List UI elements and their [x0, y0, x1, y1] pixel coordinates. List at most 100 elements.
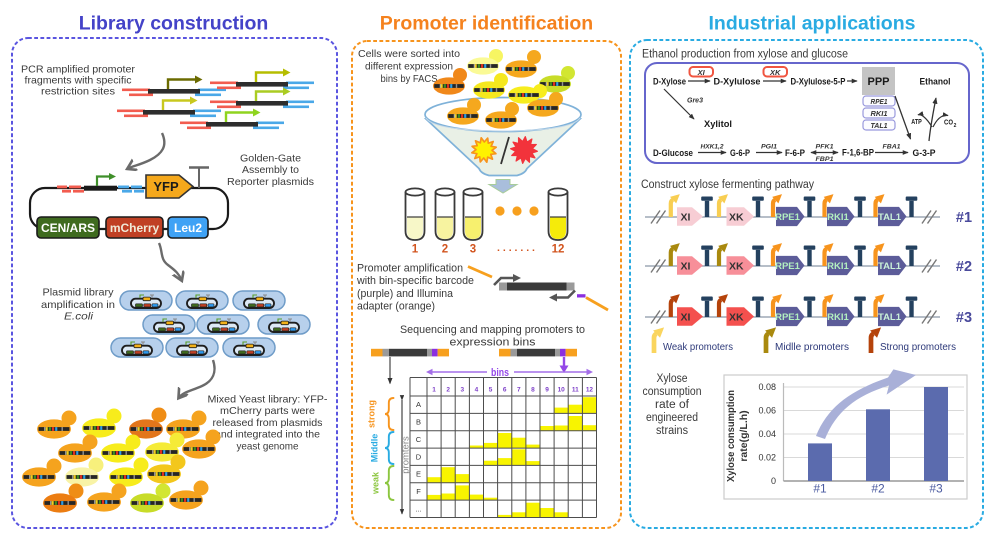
svg-text:Xylitol: Xylitol — [704, 119, 732, 130]
svg-text:G-3-P: G-3-P — [913, 148, 937, 159]
svg-text:FBA1: FBA1 — [883, 144, 901, 151]
svg-text:Library construction: Library construction — [79, 13, 269, 35]
svg-text:Plasmid library: Plasmid library — [43, 287, 115, 299]
svg-text:Gre3: Gre3 — [687, 98, 703, 105]
svg-text:A: A — [416, 400, 421, 409]
svg-text:RPE1: RPE1 — [775, 312, 801, 323]
svg-text:Strong promoters: Strong promoters — [880, 341, 956, 353]
svg-text:XK: XK — [729, 311, 744, 323]
svg-text:Industrial applications: Industrial applications — [709, 13, 916, 35]
svg-text:D: D — [416, 452, 422, 461]
svg-text:D-Glucose: D-Glucose — [653, 148, 693, 159]
svg-text:engineered: engineered — [646, 412, 698, 424]
svg-text:1: 1 — [432, 387, 436, 394]
svg-text:F-6-P: F-6-P — [785, 148, 806, 159]
svg-text:Leu2: Leu2 — [174, 221, 202, 235]
svg-text:YFP: YFP — [153, 179, 179, 194]
svg-text:7: 7 — [517, 387, 521, 394]
svg-text:XK: XK — [729, 260, 744, 272]
svg-text:2: 2 — [954, 123, 957, 129]
svg-text:#2: #2 — [871, 482, 885, 496]
svg-text:RPE1: RPE1 — [775, 212, 801, 223]
svg-text:D-Xylulose-5-P: D-Xylulose-5-P — [791, 77, 847, 88]
svg-text:E.coli: E.coli — [64, 311, 94, 323]
svg-text:3: 3 — [461, 387, 465, 394]
svg-text:RPE1: RPE1 — [775, 261, 801, 272]
svg-text:RKI1: RKI1 — [827, 261, 849, 272]
svg-text:Weak promoters: Weak promoters — [663, 341, 733, 353]
svg-text:XI: XI — [697, 68, 706, 77]
svg-text:released from plasmids: released from plasmids — [213, 417, 323, 429]
svg-text:#1: #1 — [956, 210, 972, 226]
svg-text:with bin-specific barcode: with bin-specific barcode — [356, 275, 474, 287]
svg-text:strains: strains — [656, 425, 688, 437]
svg-text:different expression: different expression — [365, 61, 453, 73]
svg-text:and integrated into the: and integrated into the — [215, 429, 320, 441]
svg-text:B: B — [416, 418, 421, 427]
svg-text:0.02: 0.02 — [758, 453, 776, 463]
svg-text:TAL1: TAL1 — [878, 312, 902, 323]
svg-text:D-Xylulose: D-Xylulose — [714, 77, 761, 88]
svg-text:amplification in: amplification in — [41, 299, 115, 311]
svg-text:ATP: ATP — [911, 119, 922, 126]
svg-text:F: F — [416, 487, 421, 496]
svg-text:CEN/ARS: CEN/ARS — [41, 221, 95, 235]
svg-text:Assembly to: Assembly to — [242, 164, 299, 176]
svg-text:RKI1: RKI1 — [827, 312, 849, 323]
svg-text:PPP: PPP — [867, 76, 889, 88]
svg-text:2: 2 — [446, 387, 450, 394]
svg-text:3: 3 — [470, 244, 476, 256]
svg-text:0: 0 — [771, 476, 776, 486]
svg-text:FBP1: FBP1 — [816, 156, 834, 163]
svg-text:11: 11 — [572, 387, 579, 394]
svg-text:rate(g/L.h): rate(g/L.h) — [738, 410, 750, 461]
svg-text:Reporter plasmids: Reporter plasmids — [227, 176, 314, 188]
svg-text:TAL1: TAL1 — [871, 121, 888, 130]
svg-text:0.04: 0.04 — [758, 429, 776, 439]
svg-text:promters: promters — [401, 436, 412, 474]
svg-text:12: 12 — [586, 387, 594, 394]
svg-text:10: 10 — [558, 387, 566, 394]
svg-text:Ethanol: Ethanol — [920, 77, 951, 88]
svg-text:G-6-P: G-6-P — [730, 148, 751, 159]
svg-text:(purple) and Illumina: (purple) and Illumina — [357, 288, 453, 300]
svg-text:2: 2 — [442, 244, 448, 256]
svg-text:XK: XK — [769, 68, 781, 77]
svg-text:consumption: consumption — [643, 386, 702, 398]
svg-text:expression bins: expression bins — [450, 337, 537, 349]
svg-text:E: E — [416, 470, 421, 479]
svg-text:XI: XI — [681, 211, 691, 223]
svg-text:#1: #1 — [813, 482, 827, 496]
svg-text:C: C — [416, 435, 422, 444]
svg-text:Xylose consumption: Xylose consumption — [725, 390, 737, 482]
svg-text:strong: strong — [367, 400, 377, 428]
svg-text:Midlle promoters: Midlle promoters — [775, 341, 849, 353]
svg-text:6: 6 — [503, 387, 507, 394]
svg-text:12: 12 — [552, 244, 565, 256]
svg-text:9: 9 — [545, 387, 549, 394]
svg-text:#3: #3 — [956, 310, 972, 326]
svg-text:1: 1 — [412, 244, 419, 256]
svg-text:0.06: 0.06 — [758, 406, 776, 416]
svg-text:CO: CO — [944, 120, 953, 127]
svg-text:XK: XK — [729, 211, 744, 223]
svg-text:F-1,6-BP: F-1,6-BP — [842, 148, 875, 159]
svg-text:bins: bins — [491, 367, 509, 379]
svg-text:PGI1: PGI1 — [761, 144, 777, 151]
svg-text:XI: XI — [681, 260, 691, 272]
svg-text:Ethanol production from xylose: Ethanol production from xylose and gluco… — [642, 48, 848, 60]
svg-text:mCherry: mCherry — [110, 221, 160, 235]
svg-text:adapter (orange): adapter (orange) — [357, 301, 435, 313]
svg-text:TAL1: TAL1 — [878, 212, 902, 223]
svg-text:D-Xylose: D-Xylose — [653, 77, 686, 88]
svg-text:mCherry parts were: mCherry parts were — [220, 405, 315, 417]
svg-text:PFK1: PFK1 — [816, 144, 834, 151]
svg-text:Construct xylose fermenting pa: Construct xylose fermenting pathway — [641, 179, 814, 191]
svg-text:#3: #3 — [929, 482, 943, 496]
svg-text:Cells were sorted into: Cells were sorted into — [358, 48, 460, 60]
svg-text:Promoter identification: Promoter identification — [380, 13, 593, 35]
svg-text:PCR amplified promoter: PCR amplified promoter — [21, 63, 136, 75]
svg-text:Promoter amplification: Promoter amplification — [357, 263, 463, 275]
svg-text:restriction sites: restriction sites — [41, 85, 115, 97]
svg-text:RPE1: RPE1 — [871, 97, 888, 106]
